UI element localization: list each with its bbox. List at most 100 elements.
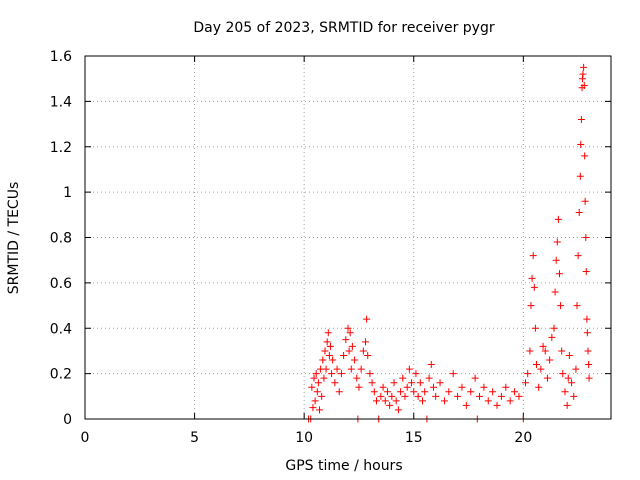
data-point: [397, 388, 405, 396]
data-point: [401, 392, 409, 400]
data-point: [532, 361, 540, 369]
plot-frame: [84, 55, 612, 420]
data-point: [386, 401, 394, 409]
y-axis-label: SRMTID / TECUs: [6, 182, 22, 295]
data-point: [321, 347, 329, 355]
data-point: [368, 379, 376, 387]
data-point: [310, 374, 318, 382]
data-point: [314, 379, 322, 387]
x-tick-label: 10: [295, 430, 313, 446]
data-point: [337, 370, 345, 378]
data-point: [541, 347, 549, 355]
data-point: [432, 392, 440, 400]
data-point: [331, 379, 339, 387]
data-point: [462, 401, 470, 409]
y-tick-label: 0.6: [50, 276, 72, 292]
data-point: [309, 404, 317, 412]
data-point: [558, 347, 566, 355]
y-tick-label: 1.6: [50, 49, 72, 65]
data-point: [414, 392, 422, 400]
data-point: [577, 116, 585, 124]
data-point: [346, 329, 354, 337]
data-point: [584, 347, 592, 355]
data-point: [388, 392, 396, 400]
data-point: [530, 283, 538, 291]
data-point: [526, 347, 534, 355]
data-point: [333, 365, 341, 373]
data-point: [312, 370, 320, 378]
data-point: [325, 351, 333, 359]
data-point: [480, 383, 488, 391]
data-point: [585, 374, 593, 382]
data-point: [390, 379, 398, 387]
data-point: [580, 63, 588, 71]
data-point: [363, 315, 371, 323]
data-point: [564, 374, 572, 382]
data-point: [408, 379, 416, 387]
data-point: [581, 197, 589, 205]
data-point: [425, 374, 433, 382]
x-axis-label: GPS time / hours: [285, 458, 402, 474]
data-point: [410, 388, 418, 396]
data-point: [416, 379, 424, 387]
data-point: [323, 338, 331, 346]
data-point: [493, 401, 501, 409]
grid: [85, 56, 611, 419]
data-point: [353, 374, 361, 382]
data-point: [554, 215, 562, 223]
data-point: [318, 392, 326, 400]
data-point: [379, 383, 387, 391]
data-point: [531, 324, 539, 332]
data-point: [328, 370, 336, 378]
data-point: [583, 329, 591, 337]
data-point: [335, 388, 343, 396]
data-point: [436, 379, 444, 387]
data-point: [555, 270, 563, 278]
data-point: [527, 302, 535, 310]
data-point: [419, 397, 427, 405]
data-point: [412, 370, 420, 378]
y-tick-label: 0.4: [50, 321, 72, 337]
data-point: [489, 388, 497, 396]
data-point: [528, 274, 536, 282]
data-point: [563, 401, 571, 409]
data-point: [308, 383, 316, 391]
data-point: [511, 388, 519, 396]
data-point: [574, 252, 582, 260]
data-point: [506, 397, 514, 405]
data-point: [399, 374, 407, 382]
x-tick-label: 15: [405, 430, 423, 446]
data-point: [580, 81, 588, 89]
data-point: [543, 374, 551, 382]
data-point: [583, 315, 591, 323]
data-point: [548, 333, 556, 341]
data-point: [377, 392, 385, 400]
data-point: [484, 397, 492, 405]
x-tick-label: 0: [81, 430, 90, 446]
y-tick-label: 1.4: [50, 94, 72, 110]
data-point: [440, 397, 448, 405]
data-point: [579, 70, 587, 78]
data-point: [522, 379, 530, 387]
data-point: [550, 324, 558, 332]
data-point: [329, 356, 337, 364]
data-point: [576, 172, 584, 180]
data-point: [357, 365, 365, 373]
data-point: [359, 347, 367, 355]
y-tick-label: 1: [63, 185, 72, 201]
data-point: [344, 324, 352, 332]
data-point: [351, 356, 359, 364]
chart-title: Day 205 of 2023, SRMTID for receiver pyg…: [193, 20, 494, 36]
data-point: [319, 356, 327, 364]
y-tick-label: 0: [63, 412, 72, 428]
data-point: [572, 365, 580, 373]
data-point: [313, 388, 321, 396]
y-tick-label: 0.8: [50, 231, 72, 247]
data-point: [355, 383, 363, 391]
data-point: [565, 351, 573, 359]
data-point: [577, 140, 585, 148]
data-point: [559, 370, 567, 378]
data-point: [342, 336, 350, 344]
data-point: [529, 252, 537, 260]
